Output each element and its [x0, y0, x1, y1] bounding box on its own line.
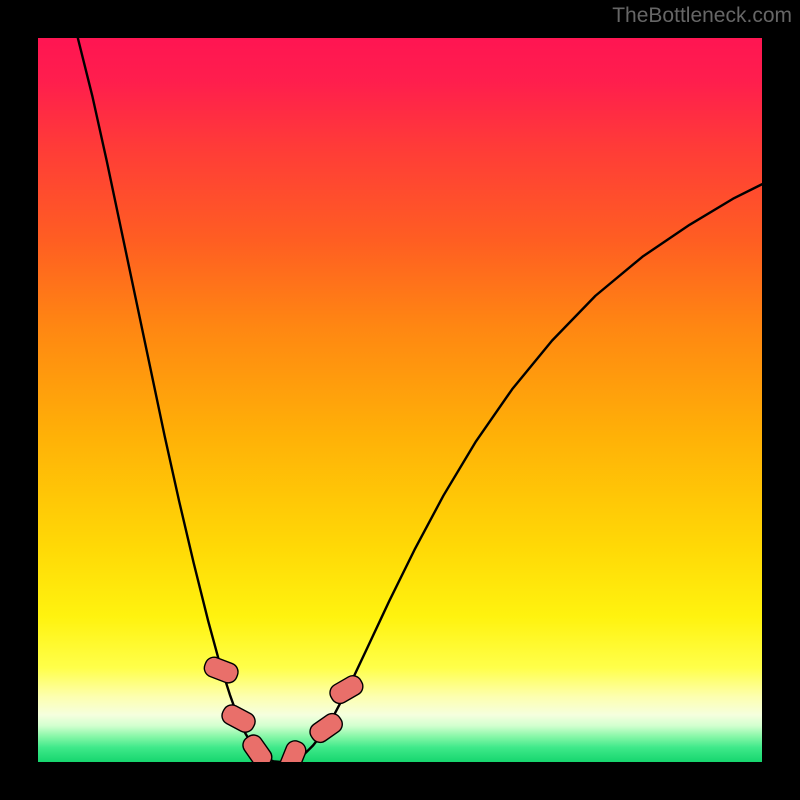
watermark-text: TheBottleneck.com — [612, 4, 792, 28]
chart-svg — [38, 38, 762, 762]
canvas: TheBottleneck.com — [0, 0, 800, 800]
gradient-background — [38, 38, 762, 762]
plot-area — [38, 38, 762, 762]
